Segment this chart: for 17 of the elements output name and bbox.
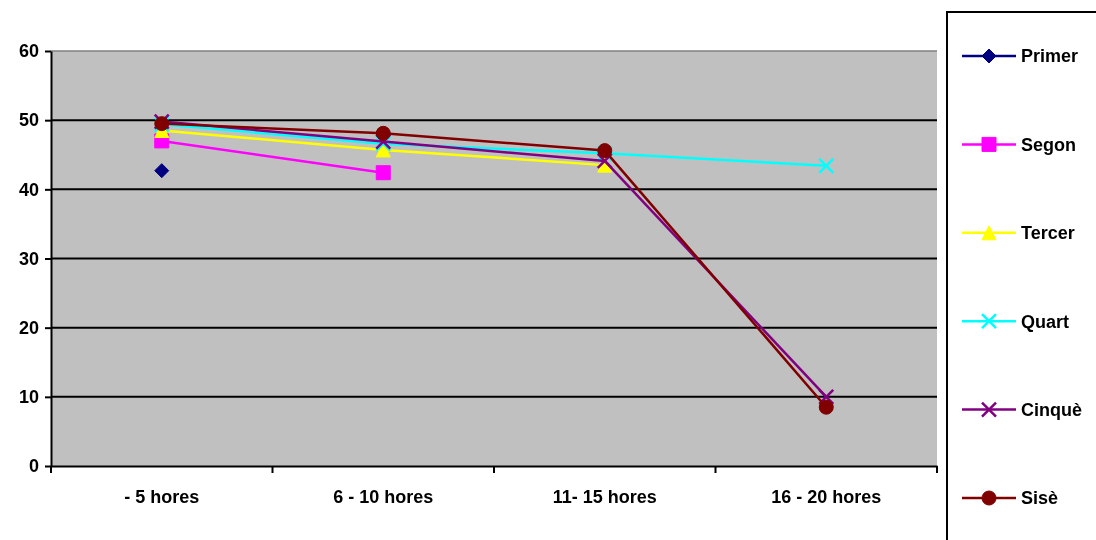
legend-label: Cinquè: [1021, 399, 1082, 420]
x-tick-label: 6 - 10 hores: [333, 486, 434, 507]
y-tick-label: 30: [18, 248, 39, 269]
x-tick-label: - 5 hores: [124, 486, 200, 507]
y-tick-label: 50: [18, 110, 39, 131]
x-tick-label: 11- 15 hores: [552, 486, 657, 507]
y-tick-label: 60: [18, 41, 39, 62]
legend-label: Segon: [1021, 134, 1077, 155]
y-tick-label: 0: [28, 456, 39, 477]
x-tick-label: 16 - 20 hores: [771, 486, 882, 507]
y-tick-label: 20: [18, 317, 39, 338]
legend-label: Quart: [1021, 311, 1070, 332]
legend-label: Primer: [1021, 46, 1079, 67]
legend-label: Sisè: [1021, 488, 1059, 509]
legend-label: Tercer: [1021, 223, 1075, 244]
y-tick-label: 40: [18, 179, 39, 200]
y-tick-label: 10: [18, 387, 39, 408]
